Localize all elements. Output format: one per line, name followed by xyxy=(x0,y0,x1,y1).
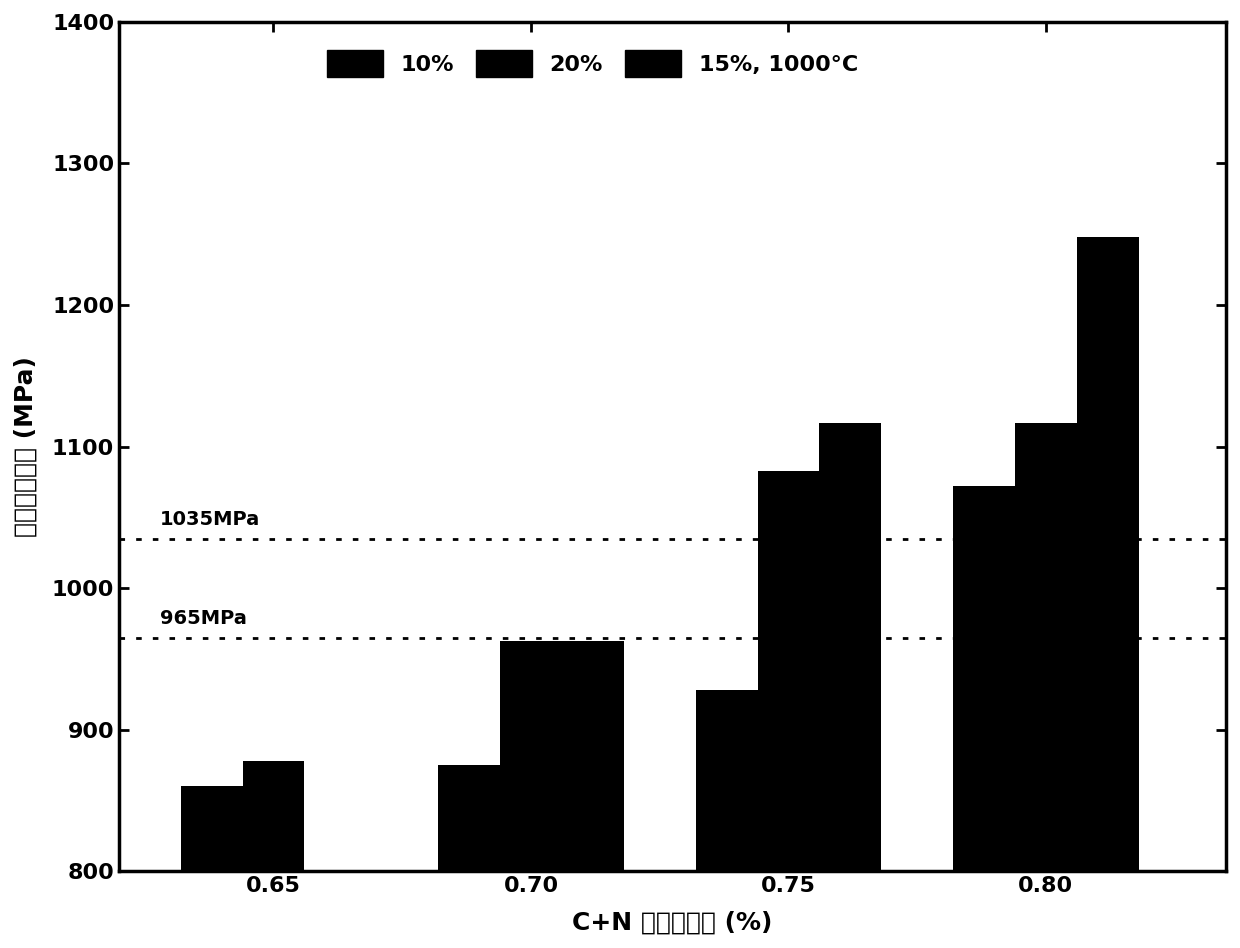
Text: 965MPa: 965MPa xyxy=(160,609,247,628)
Bar xyxy=(438,765,500,871)
Bar xyxy=(562,641,624,871)
Bar xyxy=(954,486,1016,871)
Bar xyxy=(1016,423,1076,871)
Text: 1035MPa: 1035MPa xyxy=(160,510,260,529)
Bar xyxy=(820,423,882,871)
Legend: 10%, 20%, 15%, 1000°C: 10%, 20%, 15%, 1000°C xyxy=(319,42,867,86)
Bar xyxy=(696,690,758,871)
Bar xyxy=(243,761,304,871)
Bar xyxy=(1076,237,1138,871)
Bar xyxy=(500,641,562,871)
Bar xyxy=(181,787,243,871)
X-axis label: C+N 质量百分比 (%): C+N 质量百分比 (%) xyxy=(573,910,773,934)
Bar xyxy=(758,471,820,871)
Y-axis label: 室温屈服强度 (MPa): 室温屈服强度 (MPa) xyxy=(14,356,38,538)
